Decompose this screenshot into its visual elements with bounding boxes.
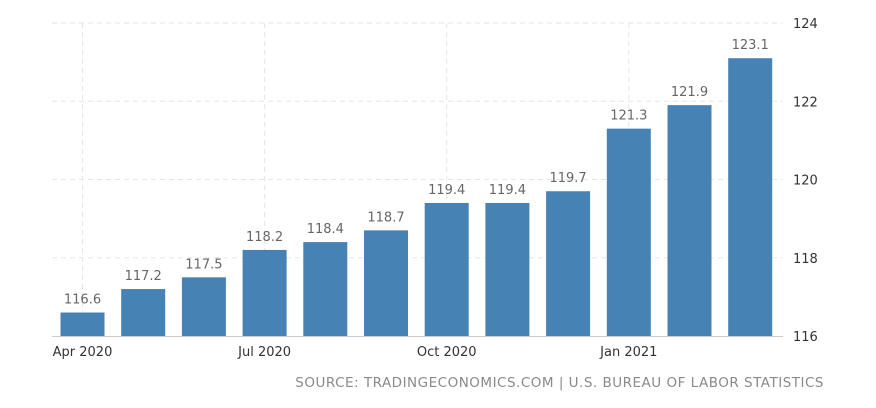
data-label: 121.3 (610, 109, 647, 124)
data-label: 118.7 (367, 210, 404, 225)
y-tick-label: 122 (793, 95, 818, 110)
data-label: 116.6 (64, 293, 101, 308)
data-label: 121.9 (671, 85, 708, 100)
source-note: SOURCE: TRADINGECONOMICS.COM | U.S. BURE… (295, 375, 824, 391)
bar (667, 105, 712, 336)
data-label: 123.1 (732, 38, 769, 53)
bar (546, 191, 591, 336)
x-tick-label: Jul 2020 (237, 345, 291, 360)
y-tick-label: 124 (793, 17, 818, 32)
bar (303, 242, 348, 336)
y-tick-label: 116 (793, 330, 818, 345)
data-label: 119.4 (428, 183, 465, 198)
x-tick-label: Oct 2020 (417, 345, 477, 360)
data-label: 118.4 (307, 222, 344, 237)
data-label: 117.5 (185, 257, 222, 272)
bar (424, 202, 469, 336)
y-tick-label: 120 (793, 174, 818, 189)
bar (485, 202, 530, 336)
bar (242, 249, 287, 336)
data-label: 119.7 (549, 171, 586, 186)
bar (181, 277, 226, 336)
x-tick-label: Jan 2021 (599, 345, 657, 360)
bar (364, 230, 408, 336)
data-label: 117.2 (125, 269, 162, 284)
bar (121, 289, 166, 336)
data-label: 119.4 (489, 183, 526, 198)
bar (728, 58, 773, 337)
data-label: 118.2 (246, 230, 283, 245)
y-tick-label: 118 (793, 252, 818, 267)
bar (60, 312, 105, 336)
bar (606, 128, 651, 336)
x-tick-label: Apr 2020 (53, 345, 113, 360)
